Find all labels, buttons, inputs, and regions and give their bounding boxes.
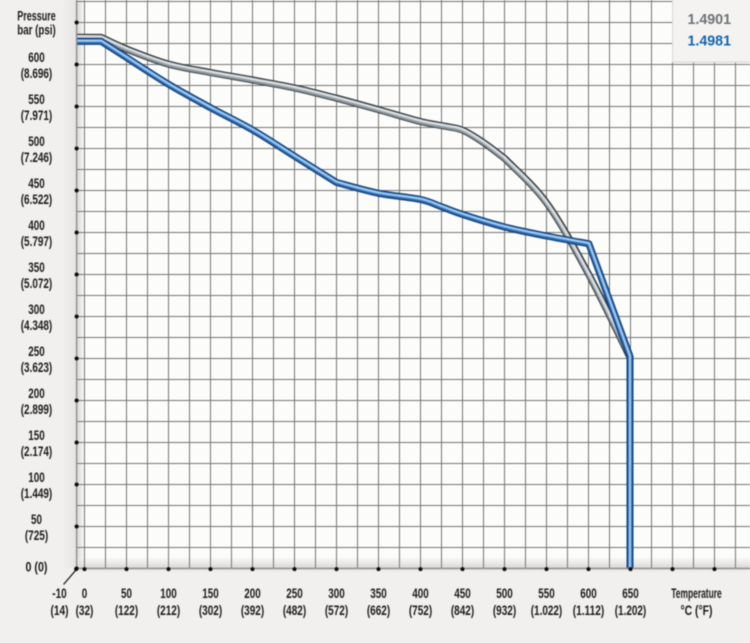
svg-text:1.4901: 1.4901	[688, 12, 732, 28]
svg-text:250: 250	[28, 344, 45, 359]
svg-text:(2.174): (2.174)	[21, 444, 53, 459]
svg-text:(122): (122)	[115, 603, 138, 618]
svg-text:600: 600	[28, 50, 45, 65]
svg-text:350: 350	[370, 586, 387, 601]
svg-text:150: 150	[202, 586, 219, 601]
svg-text:(5.797): (5.797)	[21, 234, 53, 249]
svg-text:550: 550	[28, 92, 45, 107]
svg-text:0: 0	[82, 586, 88, 601]
svg-text:(8.696): (8.696)	[21, 66, 53, 81]
svg-text:(212): (212)	[157, 603, 180, 618]
svg-text:200: 200	[244, 586, 261, 601]
svg-text:350: 350	[28, 260, 45, 275]
svg-text:(932): (932)	[493, 603, 516, 618]
svg-text:50: 50	[121, 586, 132, 601]
svg-text:-10: -10	[52, 586, 67, 601]
svg-text:Pressure: Pressure	[17, 8, 56, 23]
svg-text:(302): (302)	[199, 603, 222, 618]
svg-text:(14): (14)	[51, 603, 69, 618]
svg-text:(1.202): (1.202)	[615, 603, 647, 618]
svg-text:(752): (752)	[409, 603, 432, 618]
svg-text:(662): (662)	[367, 603, 390, 618]
svg-text:500: 500	[28, 134, 45, 149]
svg-text:450: 450	[454, 586, 471, 601]
svg-text:Temperature: Temperature	[671, 586, 722, 601]
svg-text:(482): (482)	[283, 603, 306, 618]
svg-text:450: 450	[28, 176, 45, 191]
svg-text:200: 200	[28, 386, 45, 401]
svg-text:(6.522): (6.522)	[21, 192, 53, 207]
svg-text:300: 300	[328, 586, 345, 601]
svg-text:550: 550	[538, 586, 555, 601]
svg-text:400: 400	[28, 218, 45, 233]
svg-text:(1.449): (1.449)	[21, 486, 53, 501]
svg-text:(1.022): (1.022)	[531, 603, 563, 618]
svg-text:(5.072): (5.072)	[21, 276, 53, 291]
svg-text:400: 400	[412, 586, 429, 601]
svg-text:(7.246): (7.246)	[21, 150, 53, 165]
svg-text:(725): (725)	[25, 528, 48, 543]
svg-text:(3.623): (3.623)	[21, 360, 53, 375]
svg-text:250: 250	[286, 586, 303, 601]
svg-text:bar (psi): bar (psi)	[17, 22, 56, 37]
svg-text:50: 50	[31, 512, 42, 527]
svg-text:(2.899): (2.899)	[21, 402, 53, 417]
svg-text:(392): (392)	[241, 603, 264, 618]
svg-text:300: 300	[28, 302, 45, 317]
svg-text:°C (°F): °C (°F)	[681, 603, 713, 618]
svg-text:150: 150	[28, 428, 45, 443]
svg-text:100: 100	[28, 470, 45, 485]
svg-text:(572): (572)	[325, 603, 348, 618]
svg-text:650: 650	[622, 586, 639, 601]
svg-text:(842): (842)	[451, 603, 474, 618]
svg-text:0 (0): 0 (0)	[26, 559, 48, 574]
svg-text:100: 100	[160, 586, 177, 601]
svg-text:(1.112): (1.112)	[573, 603, 605, 618]
svg-text:(4.348): (4.348)	[21, 318, 53, 333]
svg-text:500: 500	[496, 586, 513, 601]
svg-text:600: 600	[580, 586, 597, 601]
svg-text:(32): (32)	[76, 603, 94, 618]
svg-text:(7.971): (7.971)	[21, 108, 53, 123]
svg-text:1.4981: 1.4981	[688, 34, 732, 50]
